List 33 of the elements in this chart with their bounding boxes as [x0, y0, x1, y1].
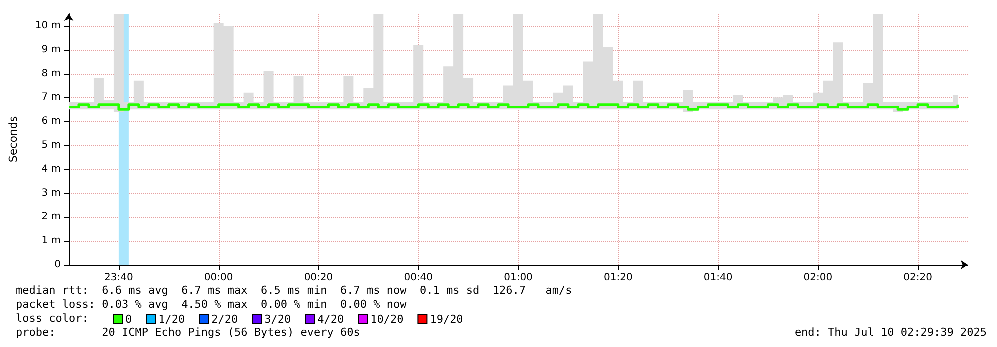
- y-tick-label: 10 m: [35, 20, 61, 32]
- y-tick-label: 9 m: [42, 44, 61, 56]
- x-tick-label: 23:40: [104, 272, 134, 284]
- x-tick-label: 02:20: [904, 272, 932, 284]
- y-tick-label: 3 m: [42, 188, 61, 199]
- text: end: Thu Jul 10 02:29:39 2025: [794, 326, 987, 339]
- y-axis-title: Seconds: [7, 116, 20, 163]
- x-tick-label: 02:00: [804, 272, 833, 284]
- legend-label: 19/20: [430, 313, 464, 326]
- legend-label: 10/20: [370, 313, 404, 326]
- text: median rtt: 6.6 ms avg 6.7 ms max 6.5 ms min 6.7 ms now 0.1 ms sd 126.7 am/s: [16, 284, 572, 297]
- legend-label: 1/20: [158, 313, 186, 326]
- y-tick-label: 2 m: [42, 212, 61, 223]
- y-tick-label: 0: [54, 260, 61, 270]
- y-tick-label: 6 m: [42, 116, 61, 128]
- x-tick-label: 00:40: [404, 272, 434, 284]
- text: probe: 20 ICMP Echo Pings (56 Bytes) every 60s: [16, 326, 360, 339]
- y-tick-label: 7 m: [42, 92, 61, 104]
- legend-label: 4/20: [318, 313, 344, 326]
- legend-label: 2/20: [212, 313, 238, 326]
- x-tick-label: 00:20: [304, 272, 334, 284]
- legend-label: 3/20: [264, 313, 292, 326]
- y-tick-label: 5 m: [42, 140, 61, 151]
- text: packet loss: 0.03 % avg 4.50 % max 0.00 % min 0.00 % now: [16, 298, 407, 311]
- x-tick-label: 01:20: [604, 272, 633, 284]
- y-tick-label: 4 m: [42, 164, 61, 175]
- y-tick-label: 8 m: [42, 68, 61, 80]
- y-tick-label: 1 m: [42, 236, 61, 247]
- legend-label: 0: [126, 313, 132, 326]
- x-tick-label: 00:00: [204, 272, 234, 284]
- x-tick-label: 01:00: [504, 272, 533, 284]
- x-tick-label: 01:40: [704, 272, 733, 284]
- legend-title: loss color:: [16, 312, 89, 325]
